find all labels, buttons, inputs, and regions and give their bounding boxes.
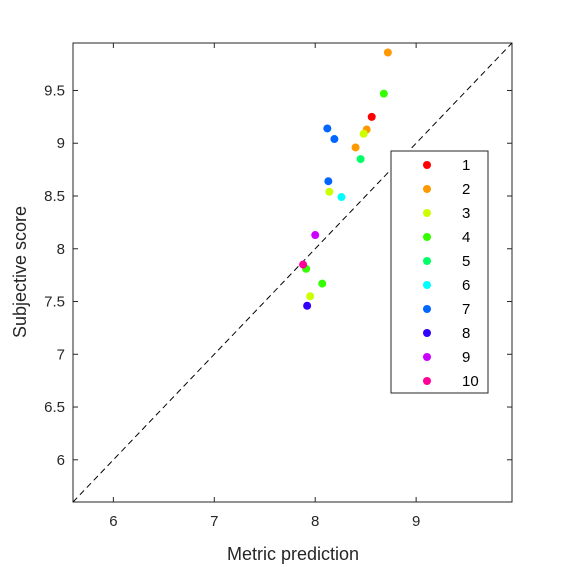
legend-marker — [423, 185, 431, 193]
x-tick-label: 6 — [109, 513, 117, 530]
x-axis-label: Metric prediction — [227, 544, 359, 564]
x-tick-label: 8 — [311, 513, 319, 530]
y-axis-ticks: 6 6.5 7 7.5 8 8.5 9 9.5 — [44, 82, 512, 469]
legend-marker — [423, 233, 431, 241]
legend-label: 7 — [462, 301, 470, 318]
legend-marker — [423, 209, 431, 217]
data-point-series-6 — [337, 193, 346, 202]
data-point-series-9 — [311, 231, 320, 240]
y-tick-label: 7 — [57, 346, 65, 363]
legend-marker — [423, 257, 431, 265]
data-point-series-2 — [351, 143, 360, 152]
legend-label: 3 — [462, 205, 470, 222]
data-point-series-1 — [367, 112, 376, 121]
x-tick-label: 9 — [412, 513, 420, 530]
y-tick-label: 6 — [57, 452, 65, 469]
data-point-series-3 — [325, 187, 334, 196]
identity-reference-line — [72, 42, 513, 503]
legend-label: 5 — [462, 253, 470, 270]
data-point-series-7 — [324, 177, 333, 186]
data-point-series-10 — [299, 260, 308, 269]
legend-marker — [423, 329, 431, 337]
legend: 1 2 3 4 5 6 7 8 9 10 — [390, 150, 489, 394]
y-axis-label: Subjective score — [10, 206, 30, 338]
legend-label: 8 — [462, 325, 470, 342]
y-tick-label: 7.5 — [44, 294, 65, 311]
legend-label: 4 — [462, 229, 470, 246]
legend-marker — [423, 161, 431, 169]
data-point-series-7 — [330, 135, 339, 144]
legend-label: 2 — [462, 181, 470, 198]
data-point-series-3 — [359, 129, 368, 138]
legend-marker — [423, 305, 431, 313]
legend-label: 1 — [462, 157, 470, 174]
legend-marker — [423, 377, 431, 385]
data-point-series-3 — [306, 292, 315, 301]
legend-box — [390, 150, 489, 394]
data-point-series-5 — [356, 155, 365, 164]
y-tick-label: 9.5 — [44, 82, 65, 99]
x-axis-ticks: 6 7 8 9 — [109, 43, 420, 530]
legend-label: 9 — [462, 349, 470, 366]
data-point-series-8 — [303, 301, 312, 310]
legend-marker — [423, 281, 431, 289]
data-point-series-2 — [383, 48, 392, 57]
data-point-series-4 — [318, 279, 327, 288]
data-point-series-4 — [379, 89, 388, 98]
y-tick-label: 6.5 — [44, 399, 65, 416]
y-tick-label: 8 — [57, 241, 65, 258]
y-tick-label: 9 — [57, 135, 65, 152]
legend-label: 10 — [462, 373, 479, 390]
legend-label: 6 — [462, 277, 470, 294]
x-tick-label: 7 — [210, 513, 218, 530]
data-point-series-7 — [323, 124, 332, 133]
data-points — [299, 48, 392, 310]
legend-marker — [423, 353, 431, 361]
y-tick-label: 8.5 — [44, 188, 65, 205]
